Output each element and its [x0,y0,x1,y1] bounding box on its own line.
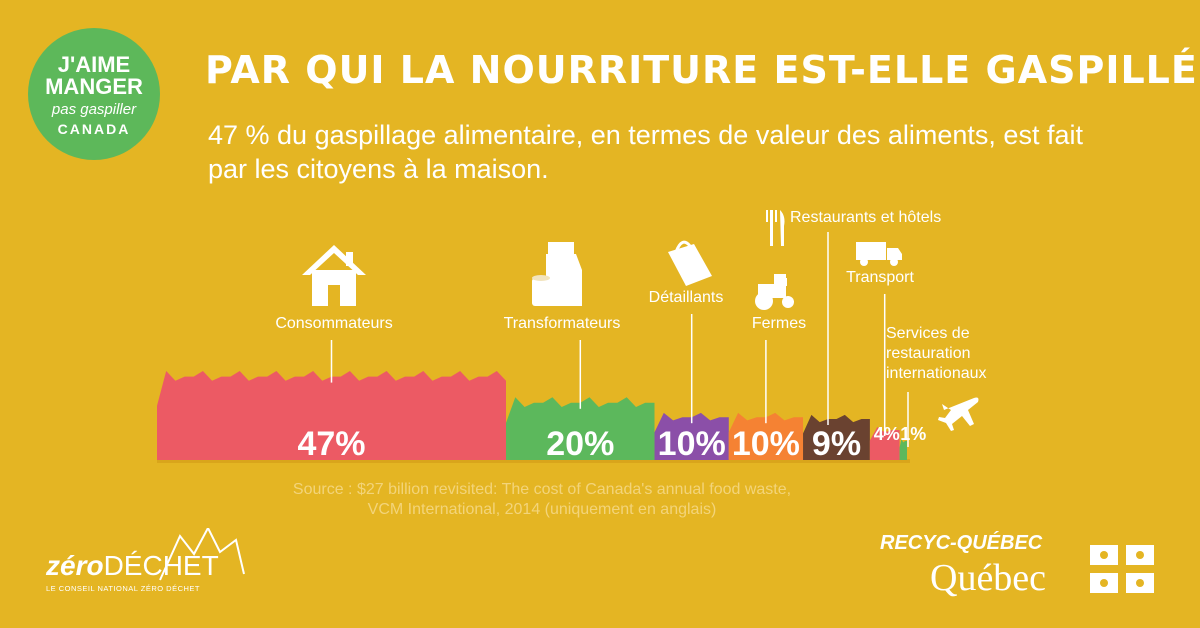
badge-line-4: CANADA [57,121,131,137]
category-label-7-line-3: internationaux [886,365,987,382]
zero-dechet-thin: DÉCHET [103,550,219,581]
jaime-manger-badge: J'AIME MANGER pas gaspiller CANADA [28,28,160,160]
value-labels-group: 47% 20% 10% 10% 9% 4% 1% [297,424,926,463]
category-labels-group: Consommateurs Transformateurs Détaillants F… [275,209,986,382]
bar-7 [899,439,907,460]
value-label-3: 10% [658,425,726,463]
zero-dechet-logo: zéroDÉCHET LE CONSEIL NATIONAL ZÉRO DÉCH… [40,528,250,598]
value-label-4: 10% [732,425,800,463]
category-label-3: Détaillants [649,289,724,306]
bars-group [157,371,907,460]
badge-line-1: J'AIME [57,52,131,77]
zero-dechet-bold: zéro [46,550,104,581]
category-label-6: Transport [846,269,914,286]
bar-6 [869,427,900,460]
recyc-quebec-logo: RECYC-QUÉBEC [880,532,1043,554]
source-note: Source : $27 billion revisited: The cost… [262,480,822,520]
fleurdelise-flag-icon [1090,545,1154,593]
source-line-2: VCM International, 2014 (uniquement en a… [367,501,717,518]
shopping-bag-icon [668,240,712,286]
airplane-icon [938,397,979,431]
value-label-6: 4% [874,424,900,444]
value-label-2: 20% [546,425,614,463]
tractor-icon [755,274,794,310]
maple-leaf-outline-icon [159,528,245,581]
milk-carton-icon [532,242,582,306]
bar-1 [157,371,507,460]
page-title: PAR QUI LA NOURRITURE EST-ELLE GASPILLÉE… [205,48,1200,92]
value-label-7: 1% [900,424,926,444]
category-label-7-line-1: Services de [886,325,970,342]
badge-line-2: MANGER [45,74,143,99]
bar-4 [728,412,804,460]
house-icon [302,245,366,306]
bar-5 [803,414,870,460]
value-label-5: 9% [812,425,861,463]
category-label-5: Restaurants et hôtels [790,209,941,226]
source-line-1: Source : $27 billion revisited: The cost… [292,481,792,498]
value-label-1: 47% [297,425,365,463]
truck-icon [856,242,902,266]
category-label-2: Transformateurs [504,315,621,332]
category-label-1: Consommateurs [275,315,392,332]
quebec-wordmark: Québec [930,557,1047,599]
zero-dechet-name: zéroDÉCHET [46,550,219,582]
badge-line-3: pas gaspiller [51,101,137,118]
bar-2 [506,397,655,460]
category-label-4: Fermes [752,315,806,332]
category-icons-group [302,210,979,431]
category-label-7-line-2: restauration [886,345,971,362]
bar-3 [654,412,729,460]
zero-dechet-tagline: LE CONSEIL NATIONAL ZÉRO DÉCHET [46,584,200,593]
fork-knife-icon [766,210,785,246]
leader-lines-group [330,232,909,447]
page-subtitle: 47 % du gaspillage alimentaire, en terme… [208,120,1083,184]
